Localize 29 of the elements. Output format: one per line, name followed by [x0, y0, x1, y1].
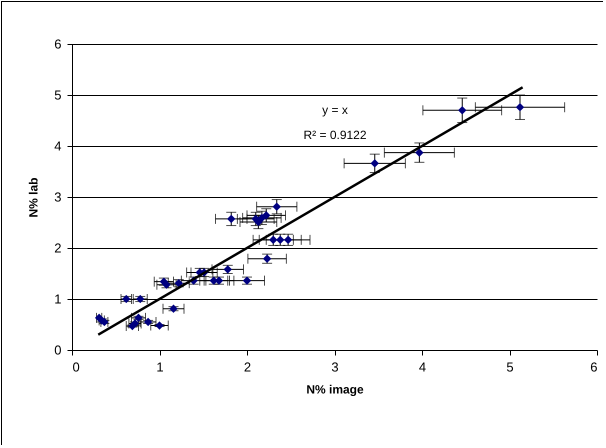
y-tick-label: 1: [54, 292, 62, 306]
point: [144, 318, 152, 326]
point: [130, 319, 140, 328]
y-tick-label: 0: [54, 342, 62, 358]
point: [370, 159, 379, 168]
annotation: R² = 0.9122: [303, 128, 367, 142]
point: [262, 211, 270, 220]
point: [458, 106, 466, 114]
point: [227, 214, 236, 224]
y-tick-label: 6: [54, 36, 62, 52]
x-axis-title: N% image: [306, 382, 364, 396]
x-tick-label: 3: [331, 360, 339, 374]
x-tick-label: 5: [506, 360, 514, 374]
x-tick-label: 4: [418, 360, 426, 374]
annotation: y = x: [322, 103, 348, 117]
y-axis-title: N% lab: [26, 177, 40, 218]
x-tick-label: 1: [156, 360, 164, 374]
point: [272, 202, 281, 211]
y-tick-label: 4: [54, 138, 62, 154]
point: [415, 148, 424, 157]
y-tick-label: 2: [54, 240, 62, 256]
x-tick-label: 6: [590, 360, 598, 374]
point: [134, 314, 143, 322]
x-tick-label: 0: [72, 360, 80, 374]
point: [516, 103, 524, 112]
y-tick-label: 5: [54, 88, 62, 102]
y-tick-label: 3: [54, 190, 62, 204]
point: [155, 321, 164, 330]
x-tick-label: 2: [244, 360, 252, 374]
